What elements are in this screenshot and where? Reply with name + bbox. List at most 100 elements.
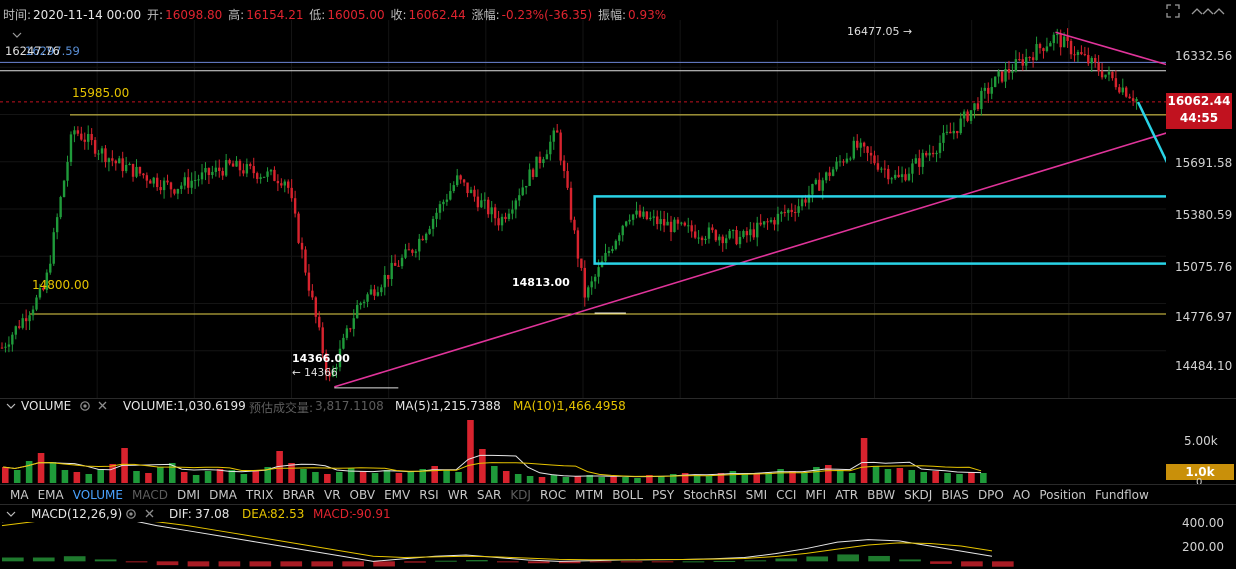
candle-body — [1056, 34, 1059, 36]
tab-trix[interactable]: TRIX — [245, 488, 274, 502]
candle-body — [52, 232, 55, 264]
tab-rsi[interactable]: RSI — [419, 488, 439, 502]
macd-chart[interactable] — [0, 522, 1166, 569]
tab-dpo[interactable]: DPO — [977, 488, 1004, 502]
candle-body — [466, 182, 469, 194]
volume-bar — [133, 471, 140, 483]
volume-bar — [526, 476, 534, 483]
macd-collapse-icon[interactable] — [6, 508, 16, 518]
candle-body — [428, 228, 431, 234]
tab-obv[interactable]: OBV — [349, 488, 376, 502]
tab-cci[interactable]: CCI — [776, 488, 797, 502]
tab-macd[interactable]: MACD — [131, 488, 168, 502]
candle-body — [459, 175, 462, 180]
tab-brar[interactable]: BRAR — [282, 488, 315, 502]
indicator-tabs: MA EMA VOLUME MACD DMI DMA TRIX BRAR VR OBV EMV RSI… — [10, 488, 1158, 502]
candle-body — [673, 219, 676, 233]
candle-body — [345, 328, 349, 338]
tab-ma[interactable]: MA — [10, 488, 29, 502]
candle-body — [890, 178, 893, 180]
tab-wr[interactable]: WR — [447, 488, 468, 502]
tab-ema[interactable]: EMA — [37, 488, 64, 502]
candle-body — [128, 163, 131, 165]
macd-histogram-bar — [589, 561, 612, 563]
collapse-icon[interactable] — [6, 400, 16, 410]
tab-atr[interactable]: ATR — [835, 488, 859, 502]
candle-body — [542, 159, 545, 163]
volume-bar — [693, 475, 701, 483]
macd-close-icon[interactable] — [144, 508, 155, 519]
tab-smi[interactable]: SMI — [745, 488, 768, 502]
candle-body — [473, 189, 476, 197]
tab-vr[interactable]: VR — [323, 488, 341, 502]
close-icon[interactable] — [97, 400, 108, 411]
tab-mtm[interactable]: MTM — [575, 488, 604, 502]
tab-sar[interactable]: SAR — [476, 488, 502, 502]
candle-body — [87, 133, 90, 142]
candle-body — [293, 198, 297, 214]
change-label: 涨幅: — [471, 8, 500, 22]
volume-bar — [347, 468, 355, 483]
candle-body — [1118, 87, 1121, 93]
candle-body — [973, 103, 976, 111]
volume-chart[interactable] — [0, 413, 1166, 483]
candle-body — [121, 158, 124, 172]
tab-roc[interactable]: ROC — [539, 488, 567, 502]
tab-volume[interactable]: VOLUME — [72, 488, 123, 502]
macd-dea-line — [1, 522, 993, 561]
candle-body — [904, 174, 907, 181]
tab-boll[interactable]: BOLL — [612, 488, 644, 502]
price-chart[interactable] — [0, 20, 1166, 398]
tab-emv[interactable]: EMV — [384, 488, 411, 502]
open-label: 开: — [147, 8, 164, 22]
tab-position[interactable]: Position — [1039, 488, 1087, 502]
tab-dma[interactable]: DMA — [209, 488, 237, 502]
price-tick-label: 15380.59 — [1175, 208, 1233, 223]
tab-dmi[interactable]: DMI — [176, 488, 201, 502]
candle-body — [745, 231, 749, 236]
projection-arrow — [1136, 101, 1166, 164]
tab-bbw[interactable]: BBW — [867, 488, 896, 502]
tab-psy[interactable]: PSY — [652, 488, 675, 502]
candle-body — [1073, 54, 1076, 56]
volume-bar — [168, 463, 176, 483]
collapse-chevron-icon[interactable] — [12, 28, 22, 38]
macd-histogram-bar — [620, 561, 643, 563]
macd-histogram-bar — [651, 561, 674, 563]
volume-bar — [2, 467, 9, 483]
candle-body — [1128, 96, 1131, 99]
chevrons-icon[interactable] — [1189, 3, 1225, 19]
candle-body — [307, 272, 311, 291]
candle-body — [818, 179, 821, 191]
candle-body — [707, 227, 711, 239]
candle-body — [824, 172, 828, 181]
volume-bar — [37, 453, 45, 483]
candle-body — [900, 174, 904, 178]
macd-histogram-bar — [280, 561, 303, 567]
tab-fundflow[interactable]: Fundflow — [1095, 488, 1149, 502]
volume-bar — [407, 471, 415, 483]
volume-bar — [777, 469, 784, 483]
tab-stochrsi[interactable]: StochRSI — [683, 488, 737, 502]
candle-body — [352, 318, 355, 329]
candle-body — [535, 156, 538, 177]
candle-body — [766, 221, 769, 223]
tab-bias[interactable]: BIAS — [941, 488, 969, 502]
candle-body — [1011, 71, 1014, 73]
candle-body — [497, 218, 500, 226]
tab-kdj[interactable]: KDJ — [510, 488, 531, 502]
price-tick-label: 16332.56 — [1175, 48, 1233, 63]
candle-body — [642, 211, 645, 217]
candle-body — [649, 217, 652, 220]
candle-body — [1025, 57, 1028, 66]
tab-ao[interactable]: AO — [1012, 488, 1031, 502]
candle-body — [590, 281, 593, 288]
tab-mfi[interactable]: MFI — [805, 488, 827, 502]
candle-body — [131, 163, 135, 177]
expand-icon[interactable] — [1166, 4, 1180, 18]
macd-settings-gear-icon[interactable] — [125, 508, 137, 520]
tab-skdj[interactable]: SKDJ — [904, 488, 933, 502]
candle-body — [545, 154, 549, 160]
settings-gear-icon[interactable] — [79, 400, 91, 412]
candle-body — [149, 180, 152, 184]
